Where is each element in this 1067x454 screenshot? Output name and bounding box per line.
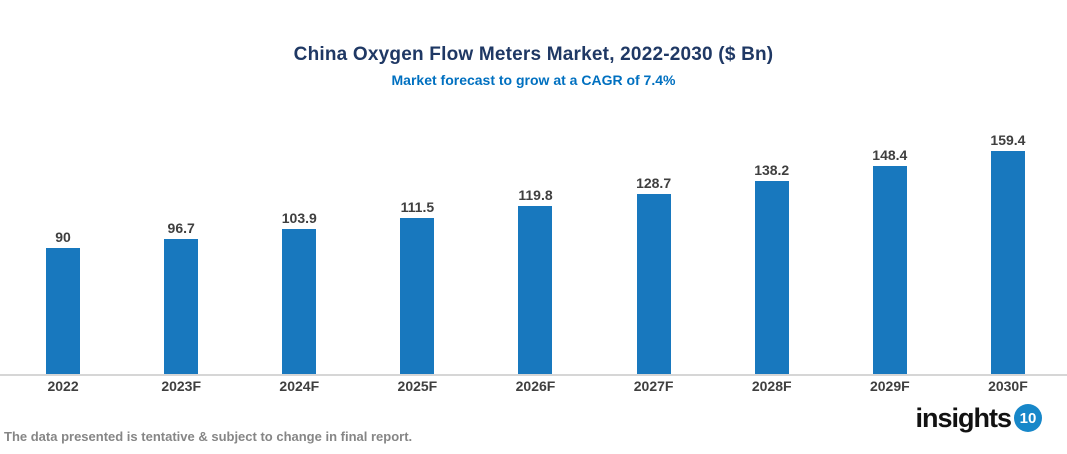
x-axis-tick-label: 2024F (279, 378, 320, 394)
footer-disclaimer: The data presented is tentative & subjec… (4, 429, 413, 444)
bar (872, 166, 907, 374)
chart-title: China Oxygen Flow Meters Market, 2022-20… (293, 44, 774, 65)
bar-column: 90 (4, 120, 122, 374)
x-axis-tick-label: 2025F (397, 378, 438, 394)
bar-value-label: 103.9 (281, 210, 317, 226)
bar (518, 206, 553, 374)
bar (282, 229, 317, 374)
bar-value-label: 148.4 (872, 147, 908, 163)
bar-value-label: 111.5 (400, 199, 435, 215)
x-axis-tick-label: 2022 (47, 378, 79, 394)
x-axis-line (0, 374, 1067, 376)
logo-10-badge-icon: 10 (1014, 404, 1042, 432)
bar (636, 194, 671, 374)
bar-column: 138.2 (713, 120, 831, 374)
bar (46, 248, 81, 374)
x-axis-tick-label: 2029F (869, 378, 910, 394)
insights10-logo: insights 10 (915, 404, 1042, 432)
x-axis-tick-label: 2030F (988, 378, 1028, 394)
bar-value-label: 159.4 (990, 132, 1026, 148)
bar-column: 148.4 (831, 120, 949, 374)
bar-column: 119.8 (476, 120, 594, 374)
bar-value-label: 90 (55, 229, 71, 245)
x-axis-tick-label: 2026F (515, 378, 556, 394)
bar-value-label: 96.7 (167, 220, 195, 236)
bar-column: 159.4 (949, 120, 1067, 374)
bar-value-label: 138.2 (754, 162, 790, 178)
bar (990, 151, 1025, 374)
bar-value-label: 128.7 (636, 175, 672, 191)
logo-wordmark: insights (915, 402, 1012, 433)
x-axis-labels: 2022 2023F 2024F 2025F 2026F 2027F 2028F 2029F 2… (0, 378, 1067, 394)
x-axis-tick-label: 2028F (751, 378, 792, 394)
bar-value-label: 119.8 (518, 187, 553, 203)
bar (400, 218, 435, 374)
bar-column: 103.9 (240, 120, 358, 374)
bar (754, 181, 789, 374)
x-axis-tick-label: 2027F (633, 378, 674, 394)
chart-subtitle: Market forecast to grow at a CAGR of 7.4… (391, 72, 676, 88)
bar (164, 239, 199, 374)
bar-column: 96.7 (122, 120, 240, 374)
x-axis-tick-label: 2023F (161, 378, 202, 394)
bar-column: 111.5 (358, 120, 476, 374)
bar-plot-area: 90 96.7 103.9 111.5 119.8 128.7 138.2 148.4 159.… (0, 120, 1067, 374)
bar-column: 128.7 (595, 120, 713, 374)
